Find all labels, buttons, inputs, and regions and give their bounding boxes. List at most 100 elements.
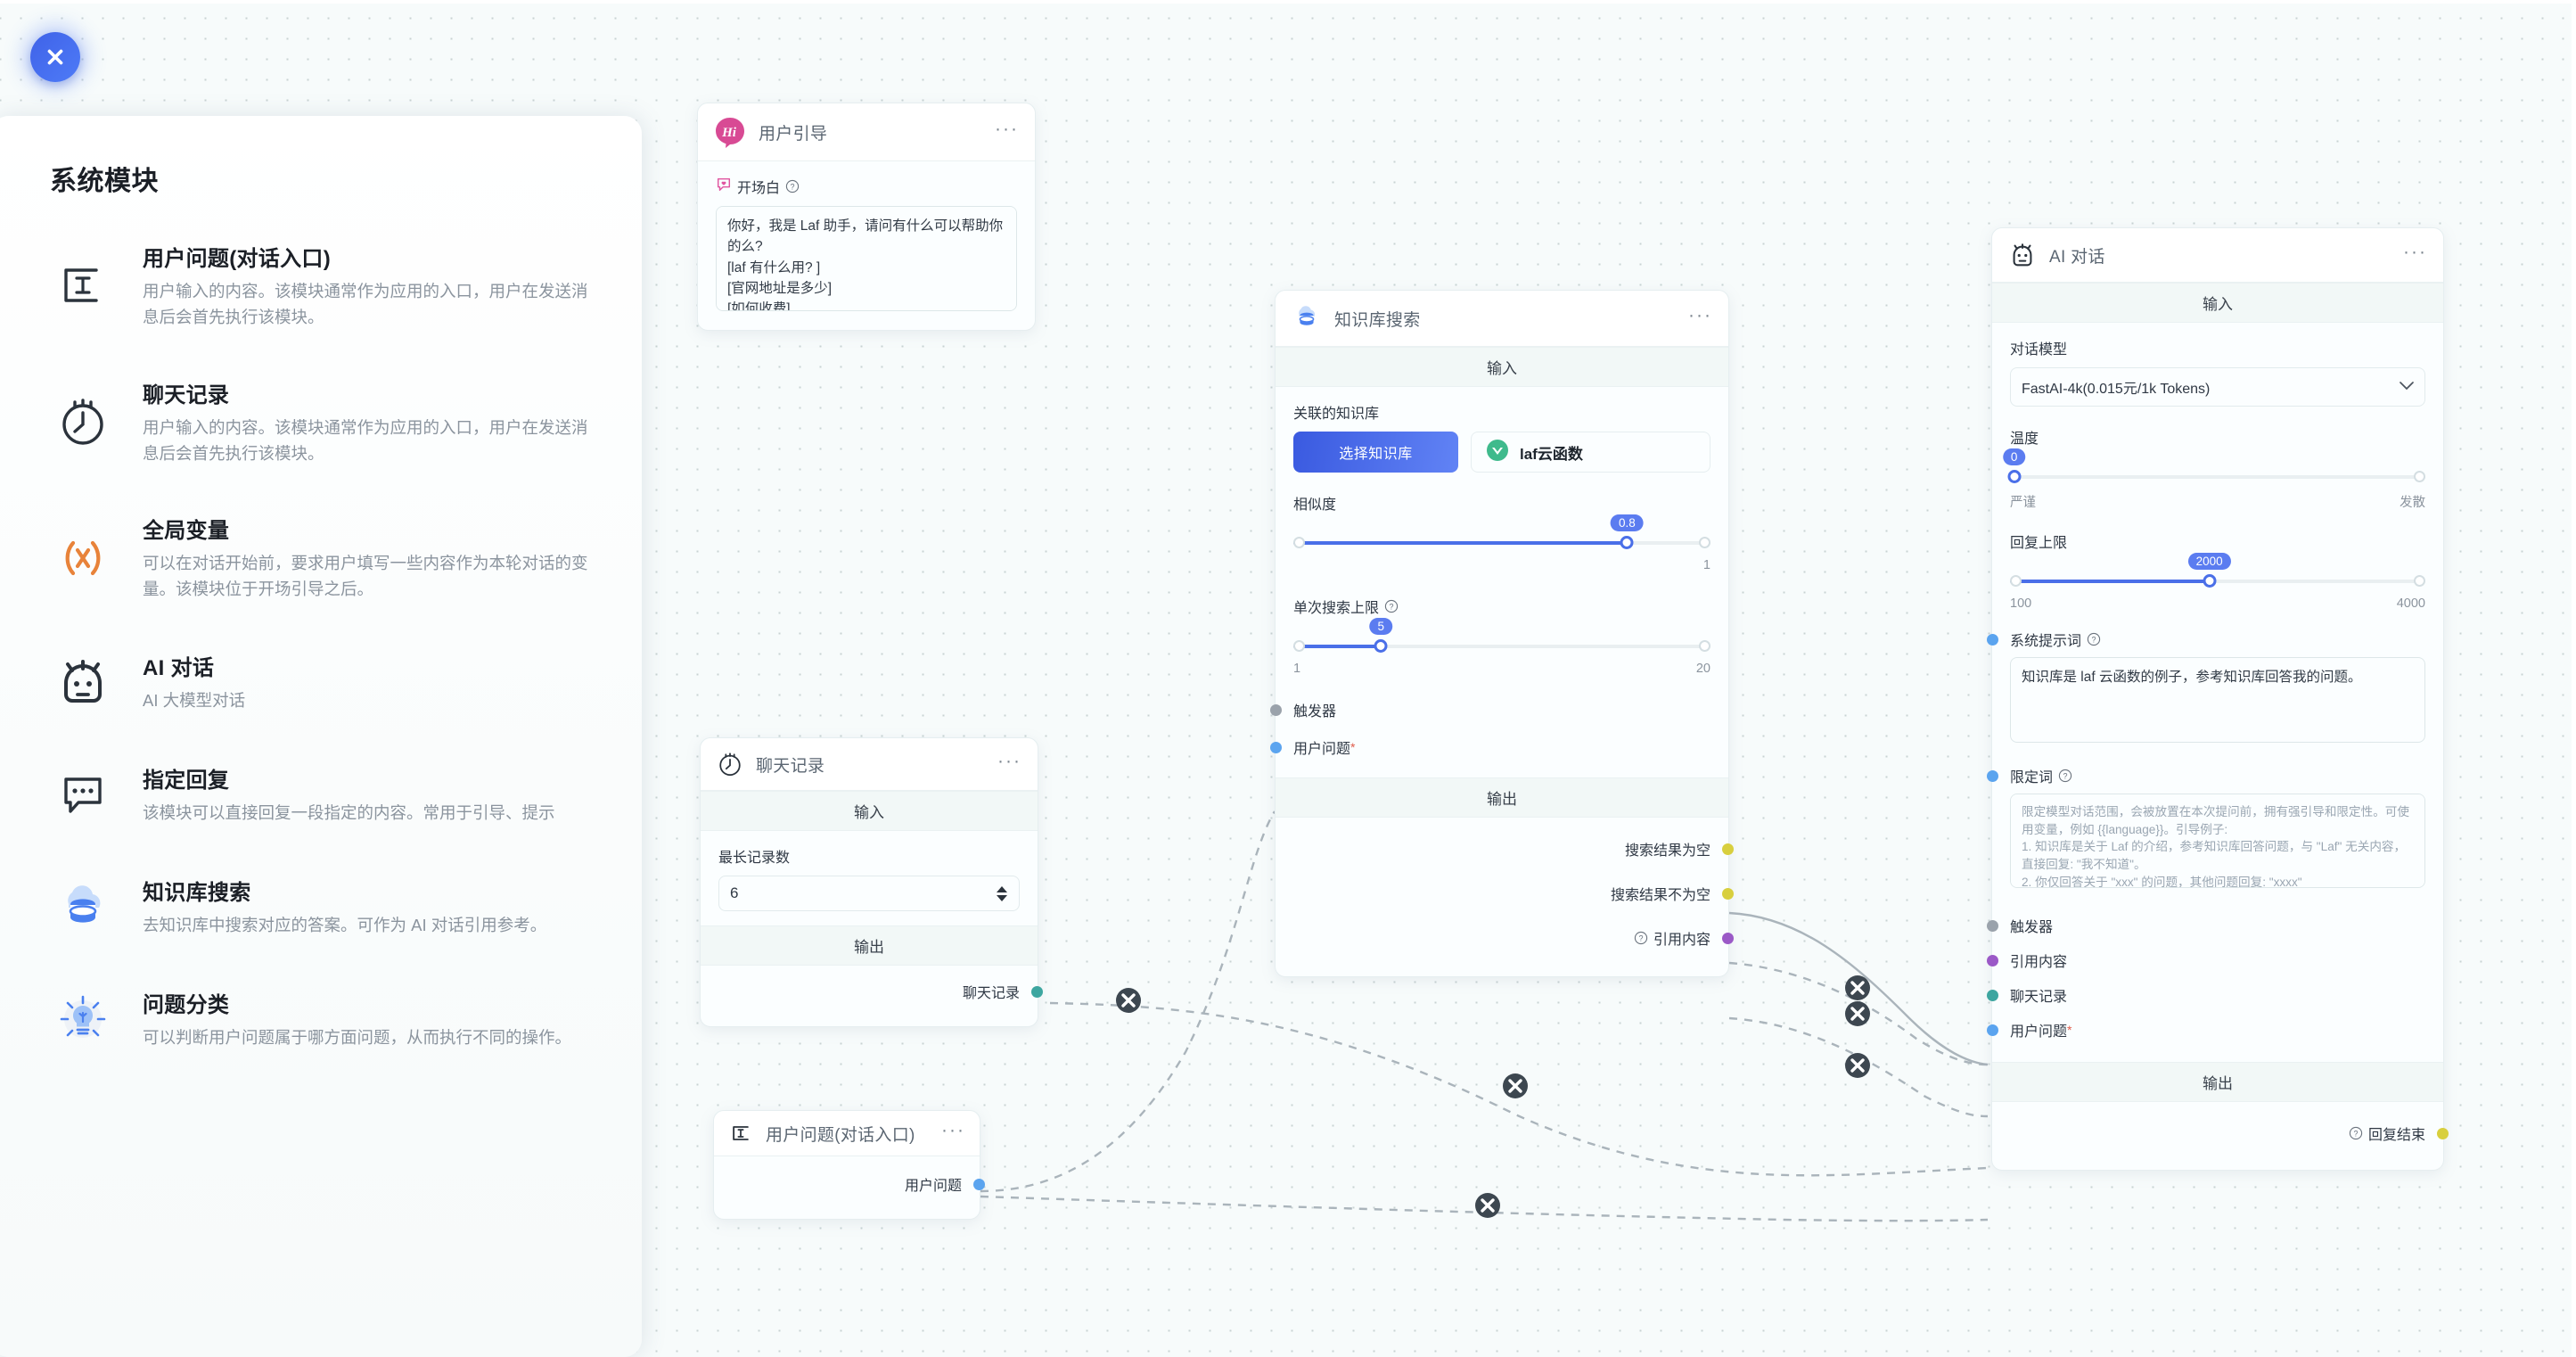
node-user-question[interactable]: 用户问题(对话入口) ··· 用户问题	[713, 1110, 985, 1220]
temperature-min-label: 严谨	[2010, 496, 2036, 510]
sidebar-item-chat-history[interactable]: 聊天记录 用户输入的内容。该模块通常作为应用的入口，用户在发送消息后会首先执行该…	[50, 377, 588, 467]
max-records-stepper[interactable]: 6	[718, 876, 1020, 911]
input-port-dot[interactable]	[1987, 769, 1998, 782]
output-port-row[interactable]: 用户问题	[732, 1162, 985, 1206]
output-port-dot[interactable]	[1722, 887, 1734, 900]
similarity-value-bubble: 0.8	[1611, 514, 1644, 531]
edge-delete-button[interactable]	[1845, 975, 1870, 1000]
slider-track	[2010, 475, 2425, 479]
sidebar-item-desc: 可以在对话开始前，要求用户填写一些内容作为本轮对话的变量。该模块位于开场引导之后…	[143, 554, 588, 599]
output-port-row[interactable]: 搜索结果不为空	[1293, 871, 1734, 916]
output-port-dot[interactable]	[1722, 932, 1734, 944]
output-port-row[interactable]: 聊天记录	[718, 969, 1043, 1014]
sidebar-item-question-classify[interactable]: 问题分类 可以判断用户问题属于哪方面问题，从而执行不同的操作。	[50, 986, 588, 1052]
node-chat-history[interactable]: 聊天记录 ··· 输入 最长记录数 6 输出 聊天记录	[700, 737, 1043, 1027]
max-tokens-knob[interactable]	[2203, 574, 2217, 588]
robot-icon	[2008, 241, 2037, 269]
help-icon[interactable]: ?	[1384, 599, 1399, 613]
sidebar-item-ai-chat[interactable]: AI 对话 AI 大模型对话	[50, 649, 588, 715]
close-button[interactable]	[30, 32, 80, 82]
qualifier-input[interactable]	[2010, 794, 2425, 888]
node-menu-button[interactable]: ···	[997, 750, 1021, 771]
temperature-knob[interactable]	[2007, 470, 2022, 483]
node-user-guide[interactable]: Hi 用户引导 ··· 开场白 ?	[697, 103, 1036, 331]
node-ai-chat[interactable]: AI 对话 ··· 输入 对话模型 FastAI-4k(0.015元/1k To…	[1987, 227, 2449, 1171]
system-prompt-port-row[interactable]: 系统提示词 ?	[1987, 627, 2425, 657]
node-menu-button[interactable]: ···	[995, 118, 1019, 139]
stepper-arrows[interactable]	[996, 885, 1008, 902]
node-menu-button[interactable]: ···	[941, 1119, 965, 1140]
edge-delete-button[interactable]	[1845, 1001, 1870, 1026]
qualifier-port-row[interactable]: 限定词 ?	[1987, 763, 2425, 794]
output-port-row[interactable]: ? 回复结束	[2010, 1111, 2449, 1156]
svg-text:?: ?	[791, 182, 795, 191]
model-select[interactable]: FastAI-4k(0.015元/1k Tokens)	[2010, 367, 2425, 407]
model-label: 对话模型	[2010, 342, 2068, 358]
clock-icon	[50, 389, 116, 455]
sidebar-item-text: AI 对话 AI 大模型对话	[143, 650, 588, 714]
max-records-label: 最长记录数	[718, 851, 791, 866]
node-menu-button[interactable]: ···	[1688, 304, 1712, 325]
max-tokens-label: 回复上限	[2010, 536, 2068, 551]
edge-delete-button[interactable]	[1845, 1053, 1870, 1078]
output-port-dot[interactable]	[1031, 985, 1043, 998]
input-port-label: 用户问题	[1293, 742, 1351, 757]
select-kb-button[interactable]: 选择知识库	[1293, 432, 1458, 473]
input-port-dot[interactable]	[1987, 919, 1998, 932]
output-port-dot[interactable]	[973, 1178, 985, 1190]
system-modules-panel: 系统模块 用户问题(对话入口) 用户输入的内容。该模块通常作为应用的入口，用户在…	[0, 116, 642, 1357]
help-icon[interactable]: ?	[2058, 769, 2072, 783]
kb-tag-laf[interactable]: laf云函数	[1471, 432, 1710, 473]
temperature-slider[interactable]: 0	[2002, 448, 2425, 490]
input-port-label: 引用内容	[2010, 955, 2068, 970]
input-port-row[interactable]: 用户问题 *	[1987, 1010, 2425, 1048]
similarity-slider[interactable]: 0.8	[1293, 514, 1710, 556]
node-outputs: 用户问题	[714, 1156, 985, 1219]
sidebar-item-specified-reply[interactable]: 指定回复 该模块可以直接回复一段指定的内容。常用于引导、提示	[50, 761, 588, 827]
slider-end-dot	[2414, 471, 2425, 482]
max-tokens-slider[interactable]: 2000	[2010, 553, 2425, 595]
input-port-dot[interactable]	[1987, 1024, 1998, 1036]
input-port-dot[interactable]	[1270, 741, 1282, 753]
similarity-knob[interactable]	[1620, 536, 1634, 549]
chat-bubble-icon	[50, 761, 116, 827]
sidebar-item-user-question[interactable]: 用户问题(对话入口) 用户输入的内容。该模块通常作为应用的入口，用户在发送消息后…	[50, 241, 588, 331]
input-port-row[interactable]: 引用内容	[1987, 941, 2425, 975]
input-port-dot[interactable]	[1987, 954, 1998, 966]
input-port-row[interactable]: 触发器	[1270, 694, 1710, 726]
input-port-row[interactable]: 聊天记录	[1987, 975, 2425, 1010]
input-port-row[interactable]: 触发器	[1987, 910, 2425, 941]
node-menu-button[interactable]: ···	[2403, 241, 2427, 262]
help-icon[interactable]: ?	[2349, 1126, 2363, 1140]
sidebar-item-global-variable[interactable]: 全局变量 可以在对话开始前，要求用户填写一些内容作为本轮对话的变量。该模块位于开…	[50, 513, 588, 603]
output-port-dot[interactable]	[1722, 843, 1734, 855]
help-icon[interactable]: ?	[785, 179, 800, 193]
input-port-dot[interactable]	[1270, 703, 1282, 716]
welcome-text-input[interactable]	[716, 206, 1017, 311]
input-port-dot[interactable]	[1987, 633, 1998, 646]
search-limit-slider[interactable]: 5	[1293, 618, 1710, 660]
input-port-label: 触发器	[1293, 704, 1337, 720]
help-icon[interactable]: ?	[1634, 931, 1648, 945]
input-port-dot[interactable]	[1987, 989, 1998, 1001]
temperature-label: 温度	[2010, 432, 2039, 447]
sidebar-item-label: 聊天记录	[143, 382, 230, 407]
sidebar-item-desc: 可以判断用户问题属于哪方面问题，从而执行不同的操作。	[143, 1028, 572, 1048]
output-port-row[interactable]: 搜索结果为空	[1293, 827, 1734, 871]
output-port-dot[interactable]	[2437, 1127, 2449, 1139]
search-limit-knob[interactable]	[1374, 639, 1388, 653]
edge-delete-button[interactable]	[1116, 988, 1141, 1013]
edge-delete-button[interactable]	[1503, 1073, 1528, 1098]
sidebar-item-text: 聊天记录 用户输入的内容。该模块通常作为应用的入口，用户在发送消息后会首先执行该…	[143, 377, 588, 467]
help-icon[interactable]: ?	[2087, 632, 2101, 646]
page-title: 系统模块	[50, 167, 159, 196]
edge-delete-button[interactable]	[1475, 1193, 1500, 1218]
node-kb-search[interactable]: 知识库搜索 ··· 输入 关联的知识库 选择知识库 laf云函数	[1270, 290, 1734, 977]
input-port-row[interactable]: 用户问题 *	[1270, 726, 1710, 763]
system-prompt-input[interactable]	[2010, 657, 2425, 743]
sidebar-item-kb-search[interactable]: 知识库搜索 去知识库中搜索对应的答案。可作为 AI 对话引用参考。	[50, 874, 588, 940]
similarity-max-label: 1	[1702, 558, 1710, 572]
output-port-row[interactable]: ? 引用内容	[1293, 916, 1734, 960]
heart-chat-icon	[716, 177, 732, 197]
